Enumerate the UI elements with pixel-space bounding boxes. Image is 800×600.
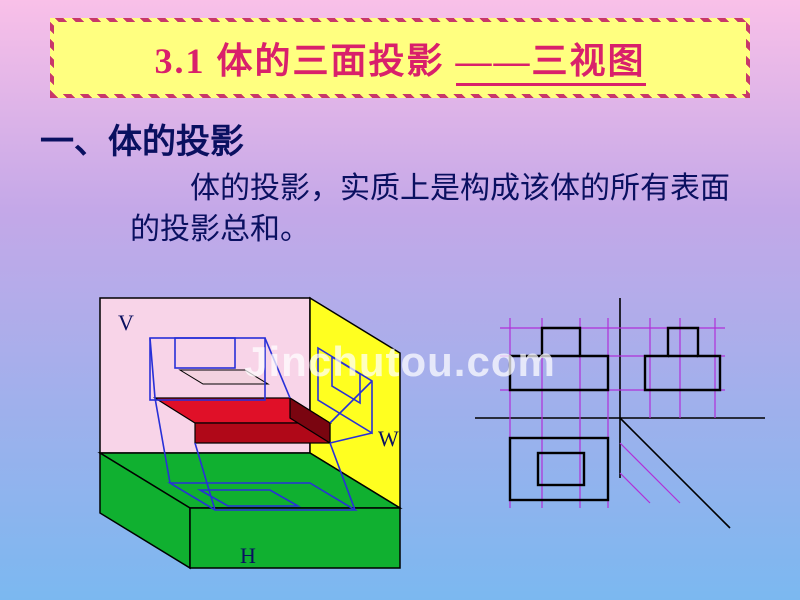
h-plane-front2 (190, 508, 400, 568)
figures-area: V W H (0, 278, 800, 600)
label-h: H (240, 543, 256, 569)
right-figure (470, 288, 770, 548)
axes (475, 298, 765, 528)
body-text: 体的投影，实质上是构成该体的所有表面的投影总和。 (130, 169, 740, 250)
label-w: W (378, 426, 399, 452)
aux-lines (500, 318, 725, 508)
title-text-b: ——三视图 (456, 41, 646, 86)
section-heading: 一、体的投影 (40, 114, 800, 163)
label-v: V (118, 310, 134, 336)
title-box: 3.1 体的三面投影 ——三视图 (50, 18, 750, 98)
title-text-a: 3.1 体的三面投影 (154, 41, 455, 81)
